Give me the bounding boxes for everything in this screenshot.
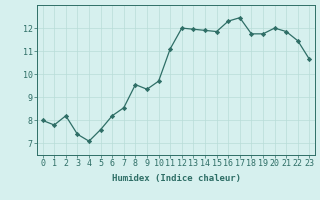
X-axis label: Humidex (Indice chaleur): Humidex (Indice chaleur): [111, 174, 241, 183]
